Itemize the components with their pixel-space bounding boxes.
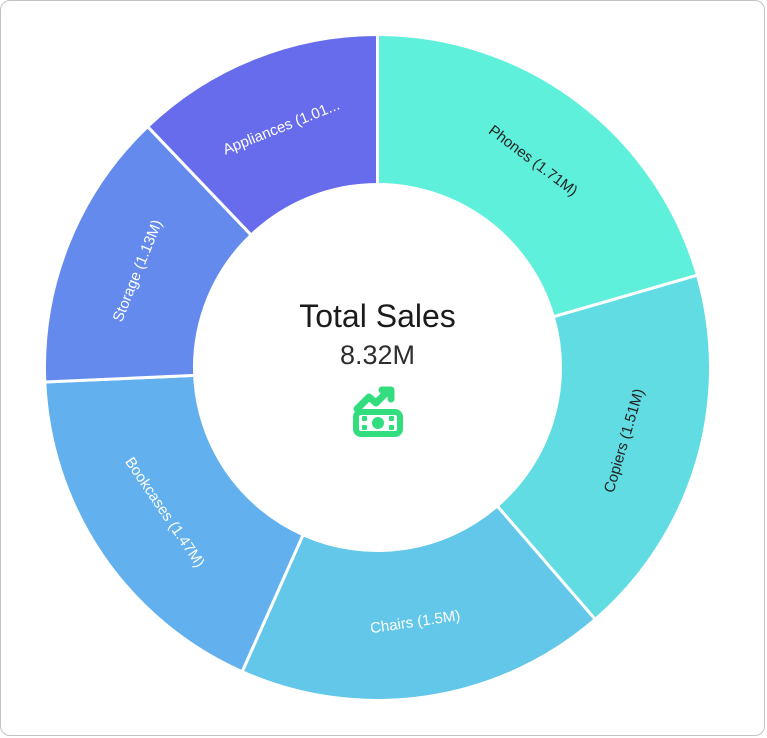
donut-slice-copiers[interactable]: [495, 273, 712, 621]
donut-slice-appliances[interactable]: [146, 33, 379, 237]
donut-slice-storage[interactable]: [42, 125, 253, 384]
donut-slice-bookcases[interactable]: [43, 373, 305, 674]
donut-slice-chairs[interactable]: [240, 504, 597, 702]
donut-slice-phones[interactable]: [376, 33, 699, 319]
